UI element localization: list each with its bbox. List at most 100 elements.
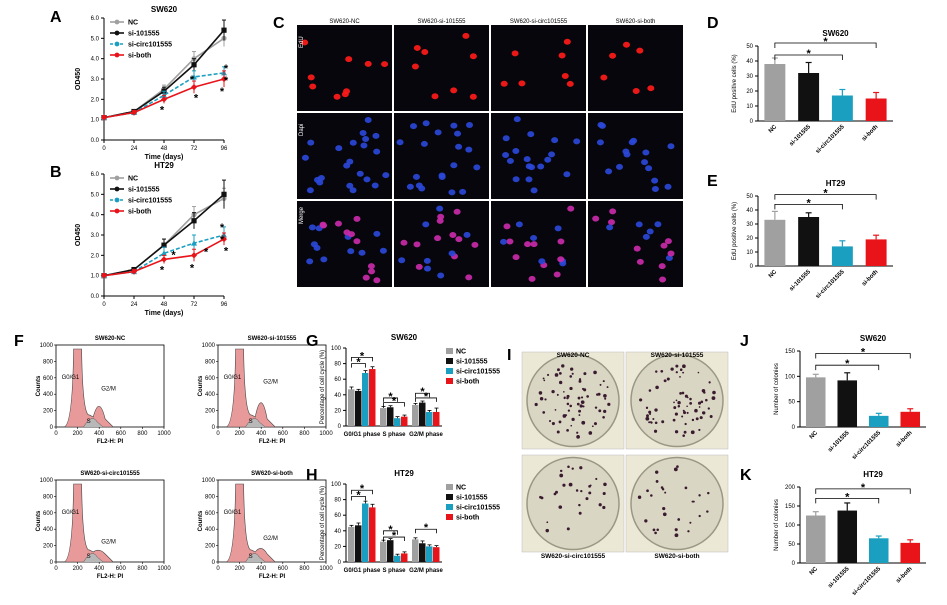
colony xyxy=(654,408,658,412)
peak-label-s: S xyxy=(87,419,91,425)
colony xyxy=(707,491,710,495)
y-tick-label: 800 xyxy=(43,494,54,500)
colony xyxy=(554,409,557,411)
colony-bar-chart-ht29: HT29 0 50 100 150 200 Number of colonies NC si-1… xyxy=(774,470,926,597)
peak-label-s: S xyxy=(249,554,253,560)
cell-nucleus xyxy=(525,163,533,170)
significance-star: * xyxy=(204,246,209,258)
s-phase-fill xyxy=(245,418,266,428)
x-group-label: G2/M phase xyxy=(409,432,443,438)
x-category-label: NC xyxy=(768,124,779,135)
y-tick-label: 40 xyxy=(334,393,341,399)
colony xyxy=(593,370,597,375)
colony xyxy=(586,395,589,398)
x-tick-label: 0 xyxy=(102,146,106,152)
colony xyxy=(598,409,602,413)
colony xyxy=(606,386,609,389)
cell-nucleus xyxy=(511,50,519,57)
y-tick-label: 0 xyxy=(212,425,216,431)
bar xyxy=(798,73,820,121)
colony xyxy=(588,491,592,495)
y-tick-label: 200 xyxy=(43,544,54,550)
y-tick-label: 50 xyxy=(746,44,753,50)
cell-nucleus xyxy=(469,93,477,100)
y-tick-label: 0.0 xyxy=(91,138,100,144)
cell-nucleus xyxy=(530,234,538,241)
y-tick-label: 40 xyxy=(746,59,753,65)
colony xyxy=(655,470,659,474)
legend-label: si-circ101555 xyxy=(128,42,172,49)
cell-nucleus xyxy=(660,242,668,249)
cell-nucleus xyxy=(364,60,372,67)
colony xyxy=(602,491,606,496)
s-phase-fill xyxy=(83,553,104,563)
x-tick-label: 800 xyxy=(137,566,148,572)
bar xyxy=(426,546,433,562)
y-tick-label: 0 xyxy=(212,560,216,566)
x-category-label: si-101555 xyxy=(789,124,813,148)
y-tick-label: 1.0 xyxy=(91,274,100,280)
data-point xyxy=(191,83,197,91)
colony xyxy=(674,412,678,416)
y-tick-label: 3.0 xyxy=(91,233,100,239)
colony xyxy=(677,401,681,405)
plate-label: SW620-si-circ101555 xyxy=(541,553,606,560)
bar xyxy=(764,64,786,121)
x-tick-label: 1000 xyxy=(157,566,171,572)
bar xyxy=(868,538,889,563)
colony-plates: SW620-NC SW620-si-101555 SW620-si-circ1015… xyxy=(521,351,729,560)
legend-marker xyxy=(114,30,120,36)
cell-nucleus xyxy=(502,135,510,142)
colony xyxy=(558,372,562,375)
cell-nucleus xyxy=(596,139,604,146)
cell-nucleus xyxy=(592,215,600,222)
cell-nucleus xyxy=(345,56,353,63)
y-tick-label: 5.0 xyxy=(91,36,100,42)
cell-nucleus xyxy=(500,238,508,245)
peak-label-g2m: G2/M xyxy=(101,540,116,546)
colony xyxy=(545,528,549,533)
panel-letter-g: G xyxy=(306,333,318,350)
cell-nucleus xyxy=(368,268,376,275)
data-point xyxy=(161,96,167,103)
cell-nucleus xyxy=(651,177,659,184)
bar xyxy=(419,543,426,562)
x-group-label: G0/G1 phase xyxy=(344,432,381,438)
panel-letter-d: D xyxy=(707,15,719,32)
significance-star: * xyxy=(224,75,229,87)
colony xyxy=(576,434,580,439)
cell-nucleus xyxy=(622,148,630,155)
cell-nucleus xyxy=(557,238,565,245)
cell-nucleus xyxy=(410,123,418,130)
significance-star: * xyxy=(806,48,811,60)
y-axis-label: Counts xyxy=(36,510,42,531)
s-phase-fill xyxy=(83,418,104,428)
colony xyxy=(578,379,582,383)
significance-star: * xyxy=(190,74,195,86)
x-tick-label: 72 xyxy=(191,146,198,152)
microscopy-column-label: SW620-si-circ101555 xyxy=(510,19,568,25)
colony xyxy=(673,406,677,410)
colony xyxy=(581,420,586,425)
data-point xyxy=(191,240,197,246)
x-tick-label: 96 xyxy=(221,146,228,152)
colony xyxy=(593,422,597,426)
colony xyxy=(699,416,703,420)
colony xyxy=(655,385,659,390)
significance-star: * xyxy=(388,391,393,403)
cell-nucleus xyxy=(359,130,367,137)
colony xyxy=(557,368,560,372)
y-tick-label: 800 xyxy=(43,359,54,365)
colony xyxy=(660,369,664,373)
x-tick-label: 800 xyxy=(299,566,310,572)
legend-marker xyxy=(114,208,120,214)
cell-nucleus xyxy=(358,249,366,256)
cell-nucleus xyxy=(506,157,514,164)
colony xyxy=(569,404,573,408)
microscopy-row-label: Dapi xyxy=(299,124,305,136)
cell-nucleus xyxy=(518,80,526,87)
cell-nucleus xyxy=(310,241,318,248)
legend-label: si-both xyxy=(128,53,151,60)
peak-label-s: S xyxy=(249,419,253,425)
